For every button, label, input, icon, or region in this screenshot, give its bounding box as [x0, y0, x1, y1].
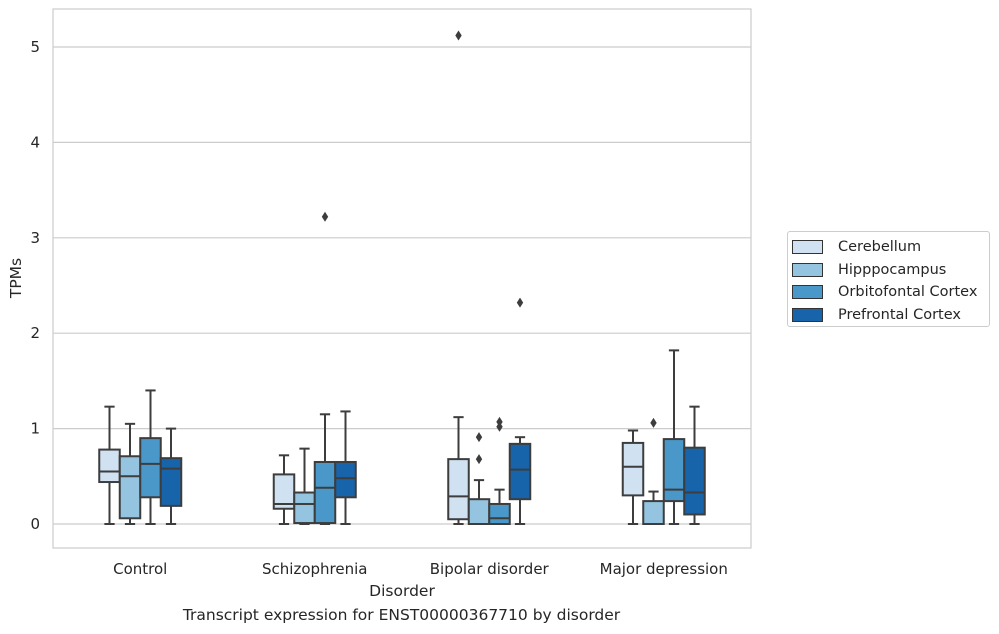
legend-label: Prefrontal Cortex — [838, 306, 961, 323]
outlier-point — [321, 211, 329, 222]
legend-label: Cerebellum — [838, 239, 922, 256]
box-iqr — [508, 442, 532, 501]
box-iqr — [467, 498, 491, 526]
box-cerebellum — [621, 429, 645, 525]
y-axis-label: TPMs — [7, 258, 25, 299]
box-iqr — [139, 437, 162, 499]
plot-frame — [52, 8, 752, 549]
outlier-point — [650, 417, 657, 428]
x-tick-label: Schizophrenia — [262, 560, 367, 578]
legend-item: Hipppocampus — [792, 259, 989, 282]
y-tick-label: 0 — [30, 515, 40, 533]
outlier-point — [516, 297, 524, 308]
box-prefrontal-cortex — [683, 405, 706, 525]
outlier-point — [455, 30, 462, 41]
legend: Cerebellum Hipppocampus Orbitofontal Corte… — [787, 231, 990, 327]
box-hipppocampus — [642, 417, 665, 526]
box-orbitofontal-cortex — [488, 416, 511, 526]
box-cerebellum — [98, 405, 121, 525]
x-tick-label: Bipolar disorder — [430, 560, 550, 578]
legend-swatch — [792, 307, 823, 322]
y-tick-label: 1 — [30, 420, 40, 438]
box-iqr — [683, 446, 706, 516]
legend-item: Cerebellum — [792, 236, 989, 259]
box-hipppocampus — [467, 432, 491, 526]
y-tick-labels: 0 1 2 3 4 5 — [30, 38, 40, 533]
box-prefrontal-cortex — [334, 410, 357, 525]
y-tick-label: 2 — [30, 324, 40, 342]
x-tick-label: Major depression — [600, 560, 728, 578]
legend-swatch — [792, 262, 823, 277]
y-tick-label: 5 — [30, 38, 40, 56]
x-axis-label: Disorder — [369, 582, 435, 600]
legend-label: Orbitofontal Cortex — [838, 284, 978, 301]
box-iqr — [334, 460, 357, 499]
legend-item: Orbitofontal Cortex — [792, 281, 989, 304]
legend-item: Prefrontal Cortex — [792, 304, 989, 327]
box-iqr — [118, 455, 142, 520]
box-hipppocampus — [293, 447, 316, 525]
box-orbitofontal-cortex — [313, 211, 337, 525]
box-iqr — [447, 458, 470, 521]
box-iqr — [642, 500, 665, 526]
box-orbitofontal-cortex — [139, 389, 162, 525]
boxes — [98, 30, 706, 526]
legend-swatch — [792, 285, 823, 300]
outlier-point — [475, 432, 483, 443]
y-tick-label: 3 — [30, 229, 40, 247]
x-tick-labels: Control Schizophrenia Bipolar disorder Majo… — [113, 560, 728, 578]
box-cerebellum — [272, 454, 296, 525]
box-cerebellum — [447, 30, 470, 525]
x-tick-label: Control — [113, 560, 167, 578]
box-iqr — [488, 502, 511, 526]
box-prefrontal-cortex — [508, 297, 532, 525]
outlier-point — [496, 416, 503, 427]
box-iqr — [621, 441, 645, 497]
box-orbitofontal-cortex — [662, 349, 686, 525]
legend-swatch — [792, 240, 823, 255]
box-hipppocampus — [118, 422, 142, 525]
box-iqr — [662, 438, 686, 503]
box-prefrontal-cortex — [159, 427, 183, 525]
legend-label: Hipppocampus — [838, 261, 947, 278]
y-tick-label: 4 — [30, 133, 40, 151]
box-iqr — [313, 460, 337, 525]
outlier-point — [475, 454, 483, 465]
box-iqr — [293, 491, 316, 525]
figure-caption: Transcript expression for ENST0000036771… — [182, 606, 621, 624]
box-iqr — [159, 457, 183, 507]
box-iqr — [98, 448, 121, 484]
